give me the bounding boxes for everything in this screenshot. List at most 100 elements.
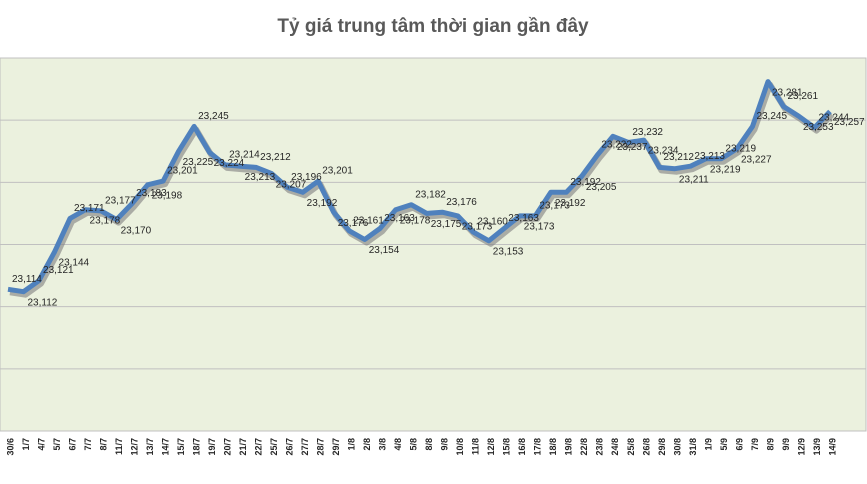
data-label: 23,173 [539,201,570,212]
x-tick-label: 5/7 [52,438,62,451]
x-tick-label: 19/7 [207,438,217,456]
data-label: 23,173 [462,222,493,233]
x-tick-label: 9/9 [781,438,791,451]
data-label: 23,163 [508,213,539,224]
data-label: 23,183 [136,188,167,199]
x-tick-label: 1/8 [347,438,357,451]
data-label: 23,161 [353,215,384,226]
data-label: 23,160 [477,217,508,228]
x-tick-label: 8/9 [765,438,775,451]
x-tick-label: 14/9 [827,438,837,456]
x-tick-label: 1/7 [21,438,31,451]
data-label: 23,219 [710,164,741,175]
x-tick-label: 17/8 [533,438,543,456]
data-label: 23,178 [90,215,121,226]
x-tick-label: 11/8 [471,438,481,455]
x-tick-label: 7/9 [750,438,760,451]
x-tick-label: 16/8 [517,438,527,456]
x-tick-label: 5/9 [719,438,729,451]
x-tick-label: 4/7 [36,438,46,451]
data-label: 23,171 [74,203,105,214]
x-tick-label: 20/7 [223,438,233,456]
data-label: 23,244 [818,112,849,123]
data-label: 23,232 [632,127,663,138]
x-tick-label: 3/8 [378,438,388,451]
x-tick-label: 7/7 [83,438,93,451]
x-tick-label: 1/9 [703,438,713,451]
data-label: 23,192 [555,198,586,209]
x-tick-label: 21/7 [238,438,248,456]
data-label: 23,222 [601,140,632,151]
x-tick-label: 14/7 [160,438,170,456]
data-label: 23,207 [276,179,307,190]
data-label: 23,192 [307,198,338,209]
data-label: 23,163 [384,213,415,224]
data-label: 23,154 [369,245,400,256]
data-label: 23,178 [400,215,431,226]
data-label: 23,205 [586,182,617,193]
x-tick-label: 6/7 [67,438,77,451]
x-tick-label: 22/7 [254,438,264,456]
data-label: 23,224 [214,158,245,169]
data-label: 23,245 [198,111,229,122]
data-label: 23,234 [648,146,679,157]
x-tick-label: 31/8 [688,438,698,456]
data-label: 23,121 [43,265,74,276]
data-label: 23,212 [260,152,291,163]
data-label: 23,198 [152,190,183,201]
data-label: 23,237 [617,142,648,153]
x-tick-label: 27/7 [300,438,310,456]
data-label: 23,201 [322,166,353,177]
x-tick-label: 5/8 [409,438,419,451]
x-tick-label: 15/8 [502,438,512,456]
x-tick-label: 10/8 [455,438,465,456]
x-tick-label: 29/8 [657,438,667,456]
x-tick-label: 25/8 [626,438,636,456]
x-tick-label: 12/7 [129,438,139,456]
data-label: 23,114 [12,274,42,285]
x-tick-label: 8/7 [98,438,108,451]
x-tick-label: 18/8 [548,438,558,456]
x-tick-label: 2/8 [362,438,372,451]
data-label: 23,281 [772,87,803,98]
data-label: 23,176 [446,197,477,208]
x-tick-label: 25/7 [269,438,279,456]
x-tick-label: 12/9 [796,438,806,456]
x-tick-label: 18/7 [191,438,201,456]
x-tick-label: 19/8 [564,438,574,456]
data-label: 23,213 [694,151,725,162]
x-tick-label: 23/8 [595,438,605,456]
data-label: 23,196 [291,172,322,183]
data-label: 23,176 [338,218,369,229]
x-tick-label: 30/8 [672,438,682,456]
x-tick-label: 15/7 [176,438,186,456]
x-tick-label: 8/8 [424,438,434,451]
data-label: 23,227 [741,154,772,165]
x-tick-label: 30/6 [5,438,15,456]
data-label: 23,153 [493,246,524,257]
x-tick-label: 28/7 [316,438,326,456]
line [7,79,832,295]
data-label: 23,261 [787,91,818,102]
data-label: 23,245 [756,111,787,122]
x-tick-label: 24/8 [610,438,620,456]
data-label: 23,214 [229,150,260,161]
data-label: 23,219 [725,143,756,154]
x-tick-label: 13/9 [812,438,822,456]
data-label: 23,182 [415,189,446,200]
data-label: 23,211 [679,174,709,185]
x-tick-label: 11/7 [114,438,124,455]
data-label: 23,192 [570,177,601,188]
data-label: 23,257 [834,117,865,128]
data-label: 23,177 [105,196,136,207]
x-tick-label: 12/8 [486,438,496,456]
x-tick-label: 29/7 [331,438,341,456]
data-label: 23,170 [121,225,152,236]
data-label: 23,201 [167,166,198,177]
data-label: 23,225 [183,157,214,168]
data-label: 23,173 [524,222,555,233]
x-tick-label: 9/8 [440,438,450,451]
chart-title: Tỷ giá trung tâm thời gian gần đây [277,16,589,37]
data-label: 23,213 [245,172,276,183]
